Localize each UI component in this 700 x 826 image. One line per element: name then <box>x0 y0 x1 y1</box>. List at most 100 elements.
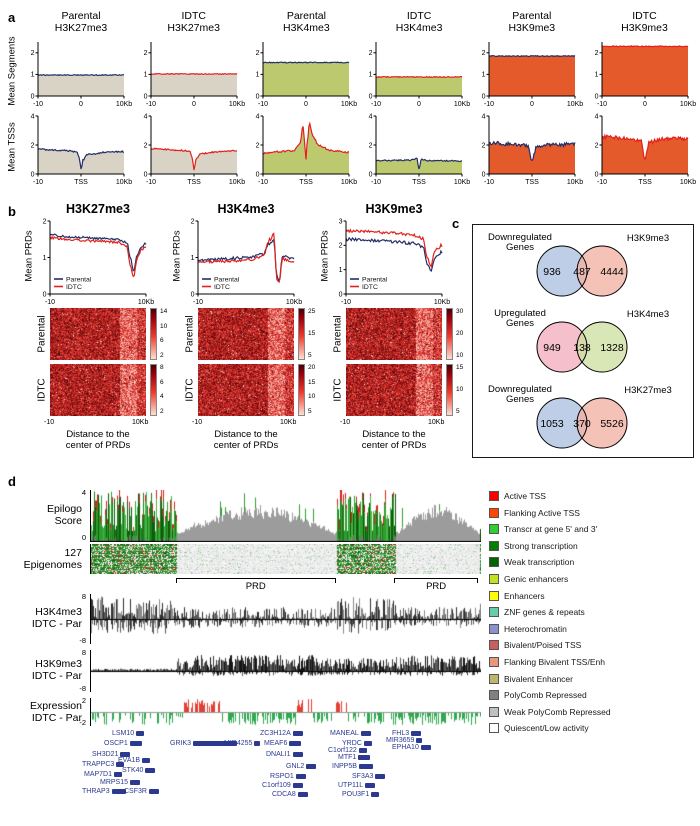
text: -10 <box>371 101 381 108</box>
text: 2 <box>369 142 373 149</box>
gene-ZC3H12A: ZC3H12A <box>260 730 303 737</box>
text: 949 <box>543 342 561 354</box>
epilogo-ytick-bottom: 0 <box>81 533 86 542</box>
panel-b-label: b <box>8 204 16 219</box>
text: 0 <box>304 101 308 108</box>
text: 10Kb <box>567 179 583 186</box>
colorbar-0-0 <box>150 308 157 360</box>
colorbar-1-0 <box>298 308 305 360</box>
panel-a-title-2: Parental H3K4me3 <box>250 10 362 34</box>
heatmap-H3K27me3-IDTC <box>50 364 146 416</box>
tss-plot-host-5: 0 2 4 -10 TSS 10Kb <box>586 112 696 191</box>
path <box>375 157 463 170</box>
gene-label: OSCP1 <box>104 740 128 747</box>
text: 0 <box>643 101 647 108</box>
heatmap-xtick-left-2: -10 <box>340 419 351 426</box>
tss-plot-host-1: 0 2 4 -10 TSS 10Kb <box>135 112 245 191</box>
panel-a-title-0: Parental H3K27me3 <box>25 10 137 34</box>
gene-MIR3659: MIR3659 <box>386 737 423 744</box>
circle <box>576 321 628 373</box>
gene-MAP7D1: MAP7D1 <box>84 771 123 778</box>
text: 4 <box>143 113 147 120</box>
heatmap-H3K27me3-Parental <box>50 308 146 360</box>
text: 10Kb <box>679 101 695 108</box>
text: 4 <box>481 113 485 120</box>
gene-label: MAP7D1 <box>84 771 113 778</box>
legend-item-8: Heterochromatin <box>489 623 567 634</box>
gene-model <box>306 764 317 769</box>
tss-plot-5: 0 2 4 -10 TSS 10Kb <box>594 113 696 186</box>
gene-CSF3R: CSF3R <box>124 788 159 795</box>
path <box>488 140 576 162</box>
path <box>263 121 350 160</box>
text: 0 <box>594 93 598 100</box>
gene-label: MIR3659 <box>386 737 415 744</box>
text: 0 <box>256 93 260 100</box>
colorbar-1-1 <box>298 364 305 416</box>
text: -10 <box>484 101 494 108</box>
legend-label: Weak transcription <box>504 557 575 568</box>
gene-label: POU3F1 <box>342 791 370 798</box>
path <box>49 235 147 278</box>
gene-EVA1B: EVA1B <box>118 757 151 764</box>
gene-label: ZC3H12A <box>260 730 291 737</box>
gene-model <box>145 768 156 773</box>
gene-model <box>142 758 151 763</box>
colorbar-tick: 10 <box>456 352 464 359</box>
colorbar-0-1 <box>150 364 157 416</box>
gene-label: DNALI1 <box>266 751 291 758</box>
text: 10Kb <box>116 179 132 186</box>
panel-b-title-2: H3K9me3 <box>365 202 423 216</box>
legend-label: Enhancers <box>504 590 545 601</box>
legend-item-14: Quiescent/Low activity <box>489 723 589 734</box>
legend-item-2: Transcr at gene 5' and 3' <box>489 524 597 535</box>
legend-item-5: Genic enhancers <box>489 574 568 584</box>
panel-a-title-line: H3K9me3 <box>621 22 668 34</box>
legend-swatch <box>489 623 499 634</box>
panel-b-xlabel-0: Distance to the center of PRDs <box>38 429 158 451</box>
text: -10 <box>45 299 55 306</box>
colorbar-tick: 10 <box>160 322 168 330</box>
tss-plot-host-4: 0 2 4 -10 TSS 10Kb <box>473 112 583 191</box>
text: 0 <box>143 171 147 178</box>
epigenomes-label-line2: Epigenomes <box>23 559 82 571</box>
colorbar-tick: 25 <box>308 308 316 315</box>
path <box>150 147 237 171</box>
heatmap-xtick-left-1: -10 <box>192 419 203 426</box>
gene-label: MRPS15 <box>100 779 129 786</box>
text: 0 <box>481 171 485 178</box>
legend-swatch <box>489 690 499 701</box>
xlabel-line: Distance to the <box>362 429 426 440</box>
gene-model <box>295 774 306 779</box>
panel-a-title-line: IDTC <box>181 10 206 22</box>
heatmap-H3K4me3-Parental <box>198 308 294 360</box>
colorbar-tick: 30 <box>456 308 464 315</box>
text: -10 <box>596 179 606 186</box>
path <box>263 123 350 174</box>
prd-plot-host-1: 0 1 2 -10 10Kb Parental IDTC <box>182 218 312 311</box>
colorbar-tick: 2 <box>160 408 164 415</box>
prd-plot-host-0: 0 1 2 -10 10Kb Parental IDTC <box>34 218 164 311</box>
epilogo-label-line2: Score <box>54 515 82 527</box>
text: 2 <box>143 142 147 149</box>
text: 2 <box>31 50 35 57</box>
legend-swatch <box>489 557 499 568</box>
gene-model <box>416 738 423 743</box>
legend-swatch <box>489 590 499 601</box>
legend-label: Heterochromatin <box>504 623 567 634</box>
panel-b-xlabel-1: Distance to the center of PRDs <box>186 429 306 451</box>
expression-diff-track <box>90 698 481 726</box>
gene-CDCA8: CDCA8 <box>272 791 308 798</box>
gene-model <box>120 752 131 757</box>
gene-TRAPPC3: TRAPPC3 <box>82 761 125 768</box>
text: 0 <box>31 93 35 100</box>
text: 1 <box>369 72 373 79</box>
panel-a-title-line: H3K27me3 <box>54 22 108 34</box>
text: 487 <box>573 266 591 278</box>
gene-model <box>365 783 376 788</box>
path <box>37 73 125 77</box>
panel-a-title-3: IDTC H3K4me3 <box>363 10 475 34</box>
